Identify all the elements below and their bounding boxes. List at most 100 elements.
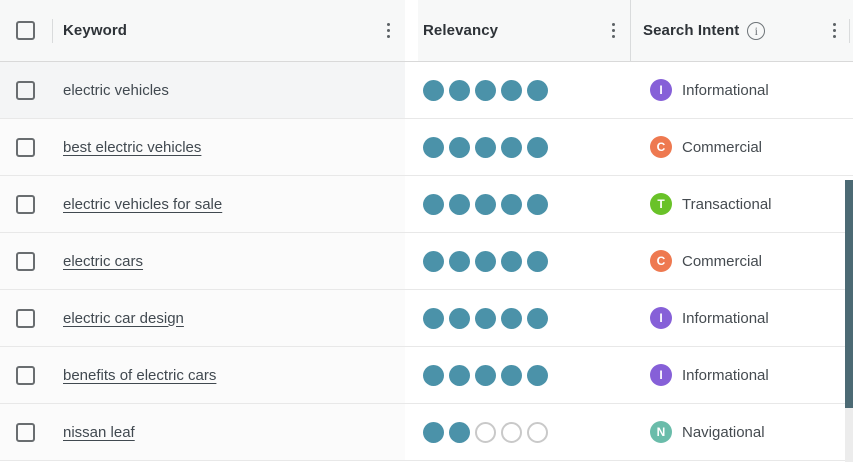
relevancy-dots xyxy=(423,307,553,329)
relevancy-dot-filled xyxy=(423,307,444,329)
intent-badge: I xyxy=(650,79,672,101)
relevancy-dot-filled xyxy=(501,250,522,272)
keyword-link[interactable]: best electric vehicles xyxy=(63,138,202,156)
pinned-column-gap xyxy=(405,290,418,347)
relevancy-dot-filled xyxy=(475,364,496,386)
keyword-cell: nissan leaf xyxy=(0,404,405,461)
keyword-cell: electric car design xyxy=(0,290,405,347)
relevancy-dot-filled xyxy=(527,364,548,386)
relevancy-dot-filled xyxy=(475,136,496,158)
relevancy-dot-filled xyxy=(449,193,470,215)
header-divider xyxy=(52,18,53,43)
relevancy-dot-filled xyxy=(449,307,470,329)
search-intent-header-cell: Search Intent xyxy=(630,0,853,62)
pinned-column-gap xyxy=(405,119,418,176)
relevancy-dot-filled xyxy=(527,79,548,101)
keyword-cell: benefits of electric cars xyxy=(0,347,405,404)
relevancy-dot-empty xyxy=(527,421,548,443)
relevancy-cell xyxy=(418,233,630,290)
intent-label: Informational xyxy=(682,81,769,99)
relevancy-dot-filled xyxy=(475,307,496,329)
table-row: electric vehicles for sale T Transaction… xyxy=(0,176,853,233)
intent-label: Commercial xyxy=(682,252,763,270)
row-checkbox[interactable] xyxy=(16,251,35,271)
search-intent-cell: I Informational xyxy=(630,347,853,404)
relevancy-dot-filled xyxy=(423,364,444,386)
relevancy-dots xyxy=(423,250,553,272)
relevancy-dots xyxy=(423,193,553,215)
relevancy-cell xyxy=(418,404,630,461)
row-checkbox[interactable] xyxy=(16,308,35,328)
keyword-link[interactable]: electric car design xyxy=(63,309,184,327)
relevancy-dot-filled xyxy=(527,136,548,158)
table-row: electric cars C Commercial xyxy=(0,233,853,290)
row-checkbox[interactable] xyxy=(16,422,35,442)
table-row: best electric vehicles C Commercial xyxy=(0,119,853,176)
search-intent-cell: C Commercial xyxy=(630,233,853,290)
relevancy-dot-filled xyxy=(475,193,496,215)
intent-label: Navigational xyxy=(682,423,765,441)
search-intent-cell: T Transactional xyxy=(630,176,853,233)
relevancy-dot-filled xyxy=(501,79,522,101)
search-intent-cell: I Informational xyxy=(630,290,853,347)
kebab-menu-icon[interactable] xyxy=(830,19,839,43)
relevancy-dot-filled xyxy=(449,136,470,158)
relevancy-dot-empty xyxy=(501,421,522,443)
select-all-checkbox[interactable] xyxy=(16,21,35,40)
row-checkbox[interactable] xyxy=(16,80,35,100)
intent-label: Transactional xyxy=(682,195,772,213)
keyword-link[interactable]: benefits of electric cars xyxy=(63,366,217,384)
table-row: benefits of electric cars I Informationa… xyxy=(0,347,853,404)
intent-label: Informational xyxy=(682,366,769,384)
relevancy-dot-filled xyxy=(527,250,548,272)
keyword-link[interactable]: electric vehicles for sale xyxy=(63,195,223,213)
intent-badge: T xyxy=(650,193,672,215)
intent-badge: N xyxy=(650,421,672,443)
intent-label: Commercial xyxy=(682,138,763,156)
relevancy-dot-empty xyxy=(475,421,496,443)
row-checkbox[interactable] xyxy=(16,194,35,214)
intent-label: Informational xyxy=(682,309,769,327)
keyword-link[interactable]: nissan leaf xyxy=(63,423,135,441)
vertical-scrollbar-thumb[interactable] xyxy=(845,180,853,408)
relevancy-dot-filled xyxy=(501,307,522,329)
relevancy-dot-filled xyxy=(501,193,522,215)
intent-badge: C xyxy=(650,136,672,158)
table-row: electric car design I Informational xyxy=(0,290,853,347)
keyword-link[interactable]: electric cars xyxy=(63,252,144,270)
table-row: electric vehicles I Informational xyxy=(0,62,853,119)
keyword-text: electric vehicles xyxy=(63,81,169,99)
relevancy-dots xyxy=(423,364,553,386)
relevancy-dot-filled xyxy=(527,307,548,329)
relevancy-dot-filled xyxy=(475,250,496,272)
table-header-row: Keyword Relevancy Search Intent xyxy=(0,0,853,62)
keyword-header-cell: Keyword xyxy=(0,0,405,62)
intent-badge: C xyxy=(650,250,672,272)
row-checkbox[interactable] xyxy=(16,365,35,385)
pinned-column-gap xyxy=(405,176,418,233)
relevancy-dot-filled xyxy=(449,364,470,386)
pinned-column-gap xyxy=(405,62,418,119)
kebab-menu-icon[interactable] xyxy=(384,19,393,43)
relevancy-dots xyxy=(423,79,553,101)
kebab-menu-icon[interactable] xyxy=(609,19,618,43)
search-intent-column-header: Search Intent xyxy=(643,22,740,39)
table-row: nissan leaf N Navigational xyxy=(0,404,853,461)
relevancy-cell xyxy=(418,119,630,176)
relevancy-dot-filled xyxy=(501,364,522,386)
vertical-scrollbar-track[interactable] xyxy=(845,408,853,462)
search-intent-cell: C Commercial xyxy=(630,119,853,176)
relevancy-cell xyxy=(418,176,630,233)
relevancy-dot-filled xyxy=(423,136,444,158)
row-checkbox[interactable] xyxy=(16,137,35,157)
keyword-cell: best electric vehicles xyxy=(0,119,405,176)
relevancy-cell xyxy=(418,62,630,119)
info-icon[interactable] xyxy=(747,21,766,40)
relevancy-column-header: Relevancy xyxy=(423,22,499,39)
keyword-cell: electric cars xyxy=(0,233,405,290)
relevancy-dots xyxy=(423,136,553,158)
relevancy-dot-filled xyxy=(423,193,444,215)
relevancy-dot-filled xyxy=(423,250,444,272)
relevancy-dot-filled xyxy=(449,421,470,443)
intent-badge: I xyxy=(650,364,672,386)
